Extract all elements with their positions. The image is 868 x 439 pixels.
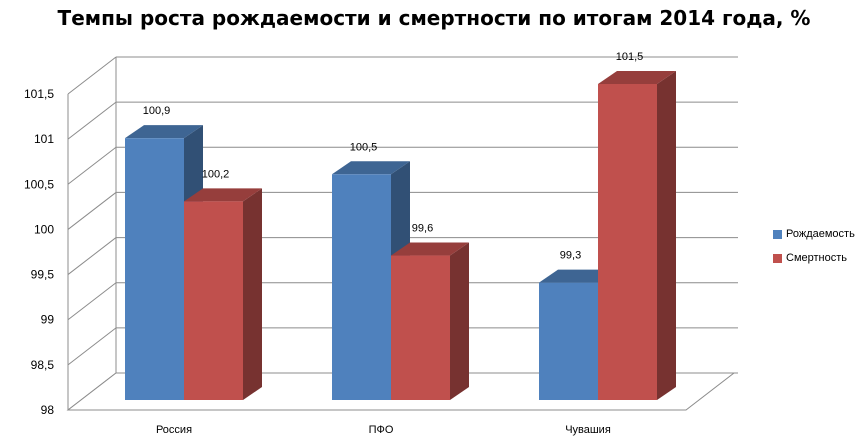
legend-item-births: Рождаемость <box>773 222 855 246</box>
gridline-side <box>67 146 117 185</box>
legend-label-deaths: Смертность <box>786 252 847 264</box>
legend-swatch-births <box>773 229 782 239</box>
gridline-side <box>67 237 117 275</box>
bar <box>391 255 450 400</box>
y-tick-label: 100 <box>34 222 54 236</box>
data-label: 100,5 <box>350 141 378 153</box>
gridline-side <box>67 101 117 140</box>
bar <box>332 174 391 400</box>
bar-top <box>184 188 262 202</box>
bar-top <box>332 161 410 175</box>
bar-top <box>598 71 676 84</box>
bar-top <box>125 125 203 139</box>
legend: Рождаемость Смертность <box>773 222 855 270</box>
gridline-side <box>67 56 117 95</box>
bar-top <box>539 269 617 283</box>
x-tick-label: ПФО <box>369 424 394 436</box>
legend-item-deaths: Смертность <box>773 246 855 270</box>
bar-top <box>391 242 469 256</box>
data-label: 99,3 <box>560 250 581 262</box>
bar <box>539 282 598 400</box>
x-tick-label: Чувашия <box>565 424 611 436</box>
data-label: 101,5 <box>616 51 644 63</box>
y-tick-label: 101 <box>34 132 54 146</box>
legend-label-births: Рождаемость <box>786 228 855 240</box>
gridline-side <box>67 327 117 366</box>
gridline-side <box>67 192 117 230</box>
data-label: 99,6 <box>412 223 433 235</box>
data-label: 100,9 <box>143 105 171 117</box>
bar <box>125 138 184 400</box>
y-tick-label: 101,5 <box>24 87 54 101</box>
x-tick-label: Россия <box>156 424 192 436</box>
chart-title: Темпы роста рождаемости и смертности по … <box>57 6 811 30</box>
bar-side <box>657 71 676 400</box>
bar-side <box>243 188 262 400</box>
y-tick-label: 100,5 <box>24 177 54 191</box>
legend-swatch-deaths <box>773 253 782 263</box>
y-tick-label: 99 <box>41 313 55 327</box>
bar-side <box>450 242 469 400</box>
bar <box>184 201 243 400</box>
gridline-side <box>67 282 117 321</box>
y-tick-label: 99,5 <box>31 268 55 282</box>
bar <box>598 84 657 400</box>
data-label: 100,2 <box>202 168 230 180</box>
y-tick-label: 98 <box>41 403 55 417</box>
y-tick-label: 98,5 <box>31 358 55 372</box>
